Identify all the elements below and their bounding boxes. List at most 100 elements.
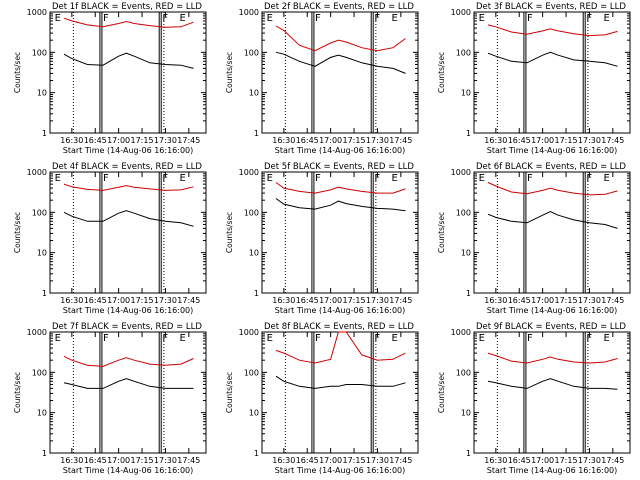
y-tick-label: 1	[254, 449, 259, 458]
flag-letter: F	[315, 173, 321, 184]
lld-series-line	[487, 352, 618, 364]
panel-det-5: Det 5f BLACK = Events, RED = LLD 1000 100 1…	[225, 162, 419, 315]
lld-series-line	[63, 183, 194, 191]
flag-letter: F	[103, 13, 109, 24]
panel-title: Det 1f BLACK = Events, RED = LLD	[52, 2, 202, 12]
x-tick-label: 17:00	[107, 296, 130, 305]
lld-series-line	[275, 182, 406, 194]
events-series-line	[63, 378, 194, 389]
x-tick-label: 17:45	[389, 456, 412, 465]
flag-letter: E	[179, 13, 185, 24]
x-tick-label: 16:45	[508, 296, 531, 305]
x-tick-label: 17:30	[154, 296, 177, 305]
lld-series-line	[275, 25, 406, 52]
y-tick-label: 1000	[239, 168, 259, 177]
x-axis-label: Start Time (14-Aug-06 16:16:00)	[275, 146, 406, 155]
x-tick-label: 17:30	[366, 456, 389, 465]
panel-title: Det 8f BLACK = Events, RED = LLD	[264, 322, 414, 332]
y-axis-label: Counts/sec	[13, 372, 22, 413]
events-series-line	[275, 375, 406, 389]
y-tick-label: 1	[466, 289, 471, 298]
lld-series-line	[275, 331, 406, 364]
flag-letter: E	[603, 333, 609, 344]
y-tick-label: 1	[254, 129, 259, 138]
x-tick-label: 17:15	[343, 136, 366, 145]
x-tick-label: 16:30	[60, 296, 83, 305]
events-series-line	[275, 198, 406, 212]
lld-series-line	[487, 182, 618, 196]
flag-letter: E	[55, 13, 61, 24]
lld-series-line	[63, 355, 194, 367]
flag-letter: F	[586, 13, 592, 24]
flag-letter: F	[374, 333, 380, 344]
panel-det-7: Det 7f BLACK = Events, RED = LLD 1000 100 1…	[13, 322, 207, 475]
plot-frame	[261, 11, 419, 134]
x-tick-label: 17:30	[578, 456, 601, 465]
y-tick-label: 1	[42, 129, 47, 138]
x-tick-label: 17:45	[601, 296, 624, 305]
x-tick-label: 17:30	[578, 136, 601, 145]
events-series-line	[63, 52, 194, 69]
y-axis-label: Counts/sec	[225, 372, 234, 413]
panel-title: Det 5f BLACK = Events, RED = LLD	[264, 162, 414, 172]
flag-letter: E	[55, 173, 61, 184]
x-tick-label: 17:30	[154, 136, 177, 145]
x-tick-label: 16:30	[60, 136, 83, 145]
x-axis-label: Start Time (14-Aug-06 16:16:00)	[487, 306, 618, 315]
y-axis-label: Counts/sec	[225, 52, 234, 93]
events-series-line	[63, 210, 194, 227]
y-axis-label: Counts/sec	[437, 52, 446, 93]
panel-title: Det 4f BLACK = Events, RED = LLD	[52, 162, 202, 172]
y-tick-label: 100	[244, 368, 259, 377]
x-tick-label: 17:00	[531, 296, 554, 305]
x-axis-label: Start Time (14-Aug-06 16:16:00)	[63, 466, 194, 475]
y-tick-label: 1	[466, 129, 471, 138]
x-tick-label: 16:30	[272, 296, 295, 305]
y-tick-label: 10	[461, 89, 471, 98]
flag-letter: E	[479, 173, 485, 184]
y-tick-label: 10	[37, 409, 47, 418]
y-tick-label: 1	[254, 289, 259, 298]
x-axis-label: Start Time (14-Aug-06 16:16:00)	[63, 306, 194, 315]
flag-letter: F	[315, 13, 321, 24]
x-tick-label: 17:15	[131, 456, 154, 465]
y-tick-label: 1	[466, 449, 471, 458]
x-tick-label: 16:45	[296, 456, 319, 465]
flag-letter: F	[162, 173, 168, 184]
panel-title: Det 2f BLACK = Events, RED = LLD	[264, 2, 414, 12]
flag-letter: E	[391, 173, 397, 184]
x-tick-label: 17:45	[177, 136, 200, 145]
y-tick-label: 1000	[451, 328, 471, 337]
y-tick-label: 1	[42, 289, 47, 298]
x-tick-label: 17:15	[555, 456, 578, 465]
y-tick-label: 10	[37, 89, 47, 98]
plot-frame	[49, 11, 207, 134]
x-tick-label: 16:30	[484, 296, 507, 305]
y-tick-label: 1000	[27, 8, 47, 17]
panel-title: Det 3f BLACK = Events, RED = LLD	[476, 2, 626, 12]
flag-letter: E	[479, 333, 485, 344]
panel-det-9: Det 9f BLACK = Events, RED = LLD 1000 100 1…	[437, 322, 631, 475]
y-axis-label: Counts/sec	[13, 212, 22, 253]
y-tick-label: 100	[244, 48, 259, 57]
x-tick-label: 17:15	[555, 296, 578, 305]
plot-frame	[261, 171, 419, 294]
y-tick-label: 1000	[239, 8, 259, 17]
flag-letter: E	[179, 173, 185, 184]
x-tick-label: 17:00	[107, 136, 130, 145]
flag-letter: E	[479, 13, 485, 24]
plot-frame	[49, 331, 207, 454]
flag-letter: E	[55, 333, 61, 344]
x-tick-label: 17:15	[131, 296, 154, 305]
y-tick-label: 1000	[27, 328, 47, 337]
y-tick-label: 100	[32, 48, 47, 57]
x-tick-label: 16:30	[484, 456, 507, 465]
flag-letter: F	[103, 333, 109, 344]
x-tick-label: 16:45	[84, 456, 107, 465]
panel-det-4: Det 4f BLACK = Events, RED = LLD 1000 100 1…	[13, 162, 207, 315]
x-tick-label: 17:30	[578, 296, 601, 305]
flag-letter: E	[267, 13, 273, 24]
plot-frame	[473, 11, 631, 134]
x-tick-label: 17:30	[366, 136, 389, 145]
